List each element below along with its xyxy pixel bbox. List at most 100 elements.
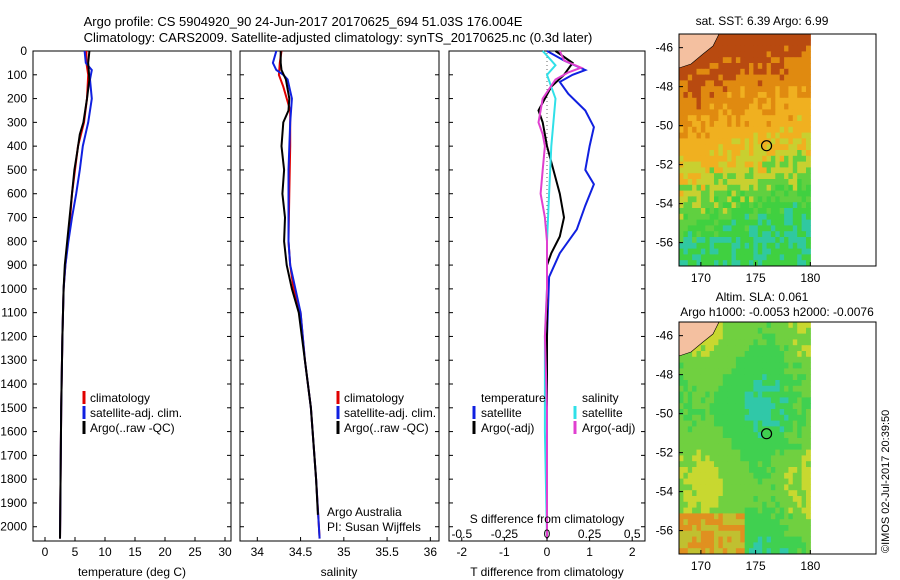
map-cell: [744, 231, 750, 238]
map-cell: [731, 368, 737, 375]
map-cell: [792, 513, 798, 520]
map-cell: [705, 362, 711, 369]
map-cell: [797, 219, 803, 226]
map-cell: [779, 403, 785, 410]
map-cell: [727, 478, 733, 485]
map-cell: [731, 414, 737, 422]
map-cell: [722, 242, 728, 250]
map-cell: [762, 173, 768, 180]
map-cell: [753, 472, 759, 480]
map-cell: [714, 115, 719, 122]
map-cell: [722, 548, 728, 555]
map-cell: [700, 380, 706, 387]
y-tick-label: -52: [656, 446, 674, 460]
map-cell: [679, 144, 684, 151]
map-cell: [696, 74, 702, 81]
map-cell: [784, 80, 789, 87]
map-cell: [700, 339, 706, 346]
map-cell: [788, 231, 794, 238]
map-cell: [718, 213, 724, 221]
x-tick-label: 15: [128, 545, 142, 559]
map-cell: [806, 231, 811, 238]
map-cell: [696, 385, 702, 393]
map-cell: [749, 339, 754, 346]
map-cell: [801, 374, 807, 381]
map-cell: [801, 426, 807, 433]
map-cell: [779, 68, 785, 76]
map-cell: [749, 420, 754, 427]
map-cell: [735, 322, 741, 329]
map-cell: [792, 443, 798, 451]
map-cell: [692, 548, 697, 555]
map-cell: [797, 484, 803, 491]
map-cell: [692, 109, 697, 116]
map-cell: [740, 385, 746, 393]
map-cell: [700, 74, 706, 81]
map-cell: [801, 45, 807, 52]
map-cell: [797, 173, 803, 180]
map-cell: [806, 449, 811, 456]
map-cell: [700, 548, 706, 555]
map-cell: [744, 490, 750, 497]
map-cell: [757, 92, 763, 99]
map-cell: [770, 345, 776, 352]
map-cell: [687, 248, 693, 255]
map-cell: [687, 144, 693, 151]
map-cell: [784, 208, 789, 215]
map-cell: [679, 484, 684, 491]
map-cell: [718, 179, 724, 186]
map-cell: [722, 333, 728, 340]
map-cell: [749, 103, 754, 110]
map-cell: [784, 385, 789, 393]
map-cell: [753, 45, 759, 52]
map-cell: [797, 248, 803, 255]
map-cell: [744, 126, 750, 134]
map-cell: [792, 57, 798, 64]
x-tick-label: 0: [42, 545, 49, 559]
map-cell: [735, 150, 741, 157]
map-cell: [722, 103, 728, 110]
map-cell: [705, 374, 711, 381]
map-cell: [700, 443, 706, 451]
map-cell: [731, 109, 737, 116]
map-cell: [740, 126, 746, 134]
legend-climatology: climatology: [90, 391, 150, 405]
map-cell: [705, 484, 711, 491]
map-cell: [718, 507, 724, 514]
map-cell: [727, 409, 733, 416]
map-cell: [757, 478, 763, 485]
map-cell: [692, 438, 697, 445]
map-cell: [779, 478, 785, 485]
map-cell: [753, 507, 759, 514]
map-cell: [801, 461, 807, 468]
map-cell: [731, 507, 737, 514]
map-cell: [797, 525, 803, 532]
map-cell: [705, 184, 711, 192]
map-cell: [801, 161, 807, 168]
map-cell: [770, 461, 776, 468]
argo-location-marker: [760, 140, 773, 152]
map-cell: [700, 356, 706, 364]
map-cell: [718, 248, 724, 255]
map-cell: [735, 45, 741, 52]
map-cell: [714, 202, 719, 209]
map-cell: [727, 248, 733, 255]
map-cell: [762, 536, 768, 543]
map-cell: [735, 327, 741, 335]
map-cell: [797, 260, 803, 267]
map-cell: [792, 356, 798, 364]
map-cell: [801, 536, 807, 543]
map-cell: [762, 219, 768, 226]
map-cell: [744, 333, 750, 340]
map-cell: [692, 507, 697, 514]
map-cell: [806, 461, 811, 468]
map-cell: [705, 519, 711, 526]
map-cell: [784, 161, 789, 168]
map-cell: [700, 248, 706, 255]
map-cell: [687, 513, 693, 520]
map-cell: [788, 63, 794, 70]
map-cell: [779, 219, 785, 226]
map-cell: [722, 443, 728, 451]
map-cell: [683, 461, 689, 468]
map-cell: [718, 51, 724, 58]
